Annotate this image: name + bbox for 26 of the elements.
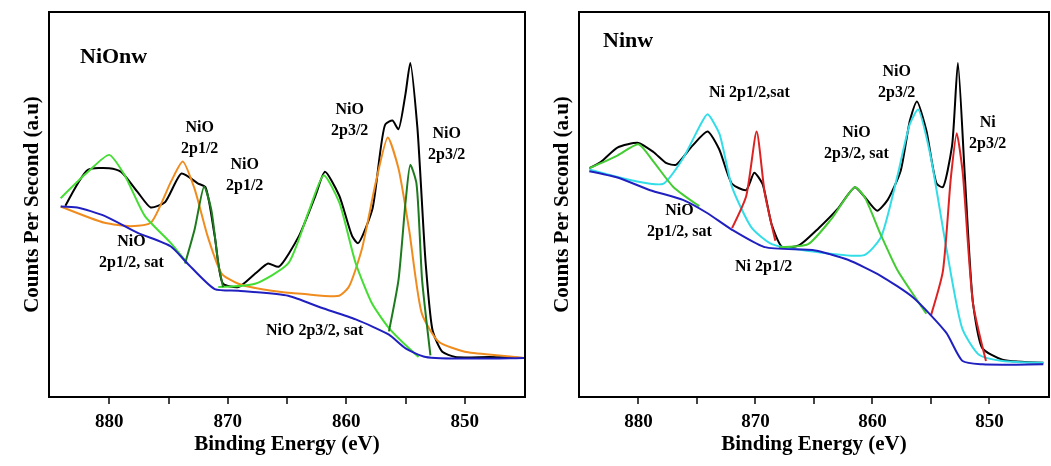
annotation: Ni 2p3/2: [969, 113, 1007, 152]
x-tick-label: 860: [332, 409, 361, 431]
y-axis-title: Counts Per Second (a.u): [18, 96, 43, 313]
x-tick-label: 880: [95, 409, 124, 431]
annotation: NiO 2p3/2: [428, 124, 466, 163]
annotation: NiO 2p3/2: [331, 100, 369, 139]
x-tick-label: 870: [213, 409, 243, 431]
chart-title: NiOnw: [80, 43, 148, 68]
x-tick-label: 850: [975, 409, 1004, 431]
x-axis-title: Binding Energy (eV): [194, 430, 380, 455]
annotation: NiO 2p3/2, sat: [266, 321, 365, 339]
x-tick-label: 870: [741, 409, 770, 431]
annotation: NiO 2p1/2: [181, 118, 219, 157]
annotation: NiO 2p1/2: [226, 155, 264, 194]
x-tick-label: 850: [450, 409, 480, 431]
x-tick-label: 860: [858, 409, 887, 431]
x-axis-title: Binding Energy (eV): [721, 430, 907, 455]
annotation: Ni 2p1/2,sat: [709, 83, 791, 101]
annotation: Ni 2p1/2: [735, 257, 793, 275]
annotation: NiO 2p3/2, sat: [824, 123, 890, 162]
annotation: NiO 2p1/2, sat: [647, 201, 713, 240]
chart-title: Ninw: [603, 27, 654, 52]
x-tick-label: 880: [624, 409, 653, 431]
annotation: NiO 2p3/2: [878, 62, 916, 101]
y-axis-title: Counts Per Second (a.u): [548, 96, 573, 313]
annotation: NiO 2p1/2, sat: [99, 232, 165, 271]
